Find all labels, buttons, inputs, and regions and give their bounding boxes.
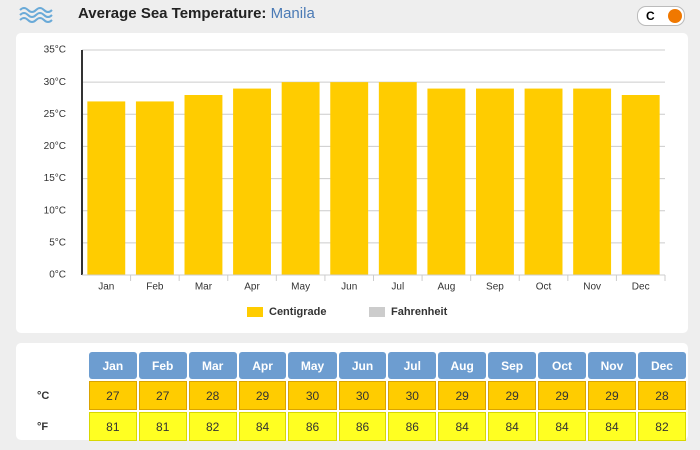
column-header: Apr <box>238 352 287 379</box>
legend-label: Centigrade <box>269 306 326 318</box>
column-header: Jul <box>388 352 437 379</box>
table-cell: 27 <box>88 381 137 410</box>
x-tick-label: May <box>291 282 310 293</box>
corner <box>36 352 87 379</box>
table-cell: 86 <box>338 412 387 441</box>
table-cell: 29 <box>587 381 636 410</box>
title: Average Sea Temperature: Manila <box>78 5 315 22</box>
bar <box>184 95 223 275</box>
table-cell: 27 <box>138 381 187 410</box>
bar <box>427 88 466 275</box>
table-cell: 81 <box>88 412 137 441</box>
table-cell: 29 <box>438 381 487 410</box>
x-tick-label: Aug <box>437 282 455 293</box>
table-cell: 28 <box>188 381 237 410</box>
waves-icon <box>19 7 53 23</box>
x-tick-label: Jun <box>341 282 357 293</box>
table-cell: 86 <box>388 412 437 441</box>
table-cell: 29 <box>538 381 586 410</box>
column-header: Jan <box>88 352 137 379</box>
x-tick-label: Dec <box>632 282 650 293</box>
column-header: May <box>288 352 337 379</box>
x-tick-label: Mar <box>195 282 213 293</box>
table-cell: 84 <box>438 412 487 441</box>
bar <box>621 95 660 275</box>
table-cell: 84 <box>587 412 636 441</box>
bar <box>330 82 369 275</box>
row-label: °C <box>37 389 50 402</box>
y-tick-label: 25°C <box>44 109 66 120</box>
bar <box>524 88 563 275</box>
table-row: °C 27 27 28 29 30 30 30 29 29 29 29 28 <box>36 381 686 410</box>
legend-swatch <box>247 307 263 317</box>
legend-swatch <box>369 307 385 317</box>
table-cell: 29 <box>488 381 537 410</box>
table-cell: 84 <box>238 412 287 441</box>
table-cell: 30 <box>388 381 437 410</box>
y-tick-label: 10°C <box>44 205 66 216</box>
bar <box>573 88 612 275</box>
table-cell: 82 <box>637 412 686 441</box>
table-cell: 82 <box>188 412 237 441</box>
column-header: Jun <box>338 352 387 379</box>
x-tick-label: Jan <box>98 282 114 293</box>
row-label: °F <box>37 420 49 433</box>
column-header: Aug <box>438 352 487 379</box>
y-tick-label: 15°C <box>44 173 66 184</box>
table-cell: 30 <box>338 381 387 410</box>
legend-label: Fahrenheit <box>391 306 448 318</box>
table-cell: 84 <box>538 412 586 441</box>
bar <box>281 82 320 275</box>
column-header: Sep <box>488 352 537 379</box>
bar <box>135 101 174 275</box>
x-tick-label: Nov <box>583 282 601 293</box>
y-tick-label: 30°C <box>44 77 66 88</box>
column-header: Nov <box>587 352 636 379</box>
table-cell: 84 <box>488 412 537 441</box>
x-tick-label: Jul <box>391 282 404 293</box>
table-cell: 28 <box>637 381 686 410</box>
x-tick-label: Apr <box>244 282 260 293</box>
table-cell: 86 <box>288 412 337 441</box>
y-tick-label: 5°C <box>49 237 66 248</box>
x-tick-label: Oct <box>536 282 552 293</box>
chart: 0°C 5°C 10°C 15°C 20°C 25°C 30°C 35°C Jan Feb Mar A… <box>44 45 666 318</box>
table-cell: 30 <box>288 381 337 410</box>
bar <box>378 82 417 275</box>
table-panel: Jan Feb Mar Apr May Jun Jul Aug Sep Oct Nov Dec °C 27… <box>16 343 688 443</box>
unit-toggle[interactable]: C <box>637 6 685 26</box>
y-tick-label: 35°C <box>44 45 66 56</box>
column-header: Dec <box>637 352 686 379</box>
chart-panel: 0°C 5°C 10°C 15°C 20°C 25°C 30°C 35°C Jan Feb Mar A… <box>16 33 688 333</box>
column-header: Oct <box>538 352 586 379</box>
table-header-row: Jan Feb Mar Apr May Jun Jul Aug Sep Oct Nov Dec <box>36 352 686 379</box>
y-tick-label: 0°C <box>49 270 66 281</box>
table-cell: 29 <box>238 381 287 410</box>
y-tick-label: 20°C <box>44 141 66 152</box>
bar <box>476 88 514 275</box>
bar <box>87 101 126 275</box>
data-table: Jan Feb Mar Apr May Jun Jul Aug Sep Oct Nov Dec °C 27… <box>34 350 688 443</box>
title-text: Average Sea Temperature: <box>78 5 267 22</box>
header: Average Sea Temperature: Manila C <box>0 0 700 28</box>
table-cell: 81 <box>138 412 187 441</box>
x-tick-label: Sep <box>486 282 504 293</box>
x-tick-label: Feb <box>146 282 164 293</box>
bar <box>233 88 271 275</box>
column-header: Feb <box>138 352 187 379</box>
column-header: Mar <box>188 352 237 379</box>
table-row: °F 81 81 82 84 86 86 86 84 84 84 84 82 <box>36 412 686 441</box>
location: Manila <box>270 5 315 22</box>
toggle-knob <box>668 9 682 23</box>
toggle-label: C <box>646 9 655 23</box>
